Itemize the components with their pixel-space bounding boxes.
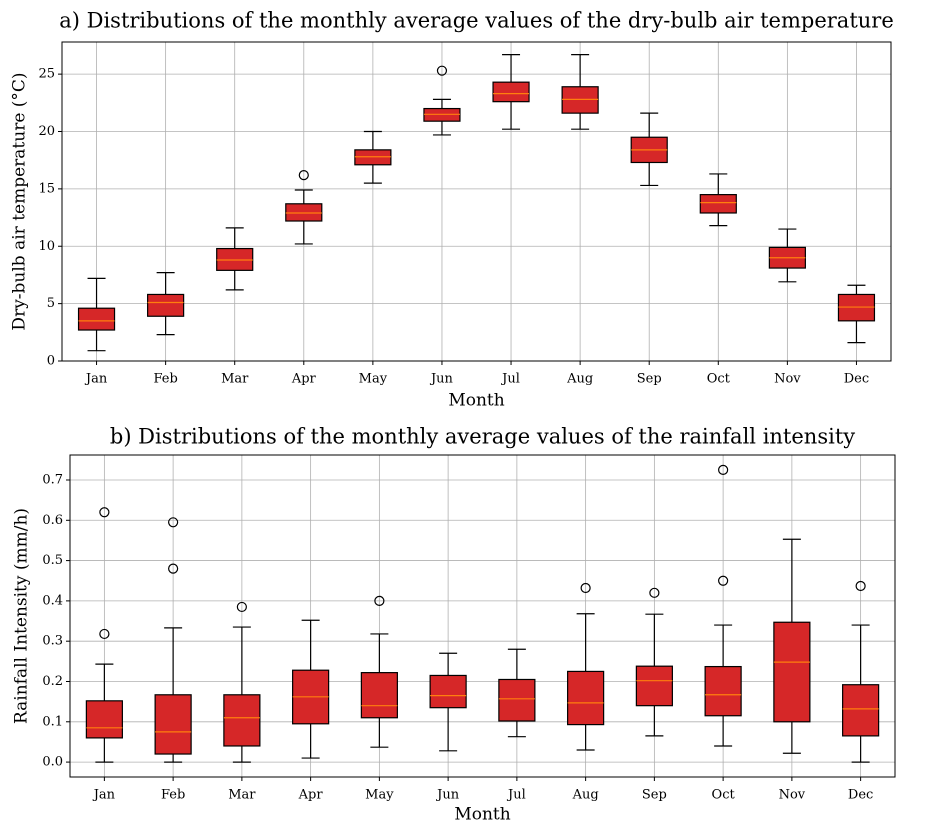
x-tick-label: Dec (848, 788, 873, 803)
x-tick-label: Jan (92, 788, 116, 803)
flier (236, 601, 247, 613)
axes-frame (61, 41, 892, 362)
y-tick-label: 10 (38, 239, 55, 254)
y-tick-label: 0.7 (42, 472, 63, 487)
box (567, 670, 605, 726)
y-tick-label: 0.6 (42, 513, 63, 528)
x-tick-label: Jun (429, 372, 454, 387)
box (773, 621, 811, 723)
x-tick-label: Nov (774, 372, 801, 387)
y-tick-label: 0.0 (42, 755, 63, 770)
x-tick-label: Nov (779, 788, 806, 803)
box (85, 700, 123, 739)
box (498, 678, 536, 722)
y-tick-label: 0.2 (42, 674, 63, 689)
flier (374, 595, 385, 606)
x-axis-label: Month (454, 805, 510, 825)
box (429, 674, 467, 709)
flier (649, 587, 660, 598)
x-tick-label: Oct (707, 372, 731, 387)
x-tick-label: Sep (637, 372, 662, 387)
x-tick-label: Jun (435, 788, 460, 803)
x-tick-label: Jul (500, 372, 520, 387)
y-tick-label: 0 (47, 354, 55, 369)
chart-title: a) Distributions of the monthly average … (59, 9, 894, 33)
y-axis-label: Rainfall Intensity (mm/h) (12, 508, 32, 724)
box (147, 293, 185, 317)
y-tick-label: 15 (38, 181, 55, 196)
y-axis-label: Dry-bulb air temperature (°C) (10, 72, 30, 330)
box (842, 684, 880, 737)
x-tick-label: Apr (291, 372, 317, 387)
x-tick-label: Feb (153, 372, 177, 387)
axes-frame (69, 454, 896, 778)
box (154, 694, 192, 755)
y-tick-label: 25 (38, 67, 55, 82)
x-axis-label: Month (448, 391, 504, 411)
x-tick-label: Apr (298, 788, 324, 803)
x-tick-label: Aug (572, 788, 599, 803)
flier (855, 580, 866, 592)
x-tick-label: Feb (161, 788, 185, 803)
x-tick-label: Jan (84, 372, 108, 387)
chart-title: b) Distributions of the monthly average … (110, 425, 855, 449)
y-tick-label: 0.4 (42, 593, 63, 608)
flier (580, 582, 591, 594)
flier (718, 575, 729, 586)
y-tick-label: 0.1 (42, 714, 63, 729)
flier (298, 170, 309, 181)
x-tick-label: Oct (712, 788, 736, 803)
y-tick-label: 0.5 (42, 553, 63, 568)
flier (168, 563, 179, 574)
box (704, 665, 742, 717)
x-tick-label: Mar (221, 372, 249, 387)
y-tick-label: 5 (47, 296, 55, 311)
x-tick-label: Dec (844, 372, 869, 387)
flier (99, 628, 110, 640)
y-tick-label: 20 (38, 124, 55, 139)
box (223, 694, 261, 747)
flier (168, 517, 179, 528)
x-tick-label: May (365, 788, 394, 803)
x-tick-label: Mar (228, 788, 256, 803)
x-tick-label: Aug (566, 372, 593, 387)
box (360, 672, 398, 719)
box (492, 81, 530, 103)
flier (436, 65, 448, 76)
box (77, 307, 116, 331)
x-tick-label: Sep (642, 788, 667, 803)
flier (99, 507, 110, 518)
x-tick-label: Jul (506, 788, 526, 803)
box (699, 194, 737, 214)
flier (718, 464, 729, 476)
box (635, 665, 673, 707)
y-tick-label: 0.3 (42, 634, 63, 649)
x-tick-label: May (359, 372, 388, 387)
